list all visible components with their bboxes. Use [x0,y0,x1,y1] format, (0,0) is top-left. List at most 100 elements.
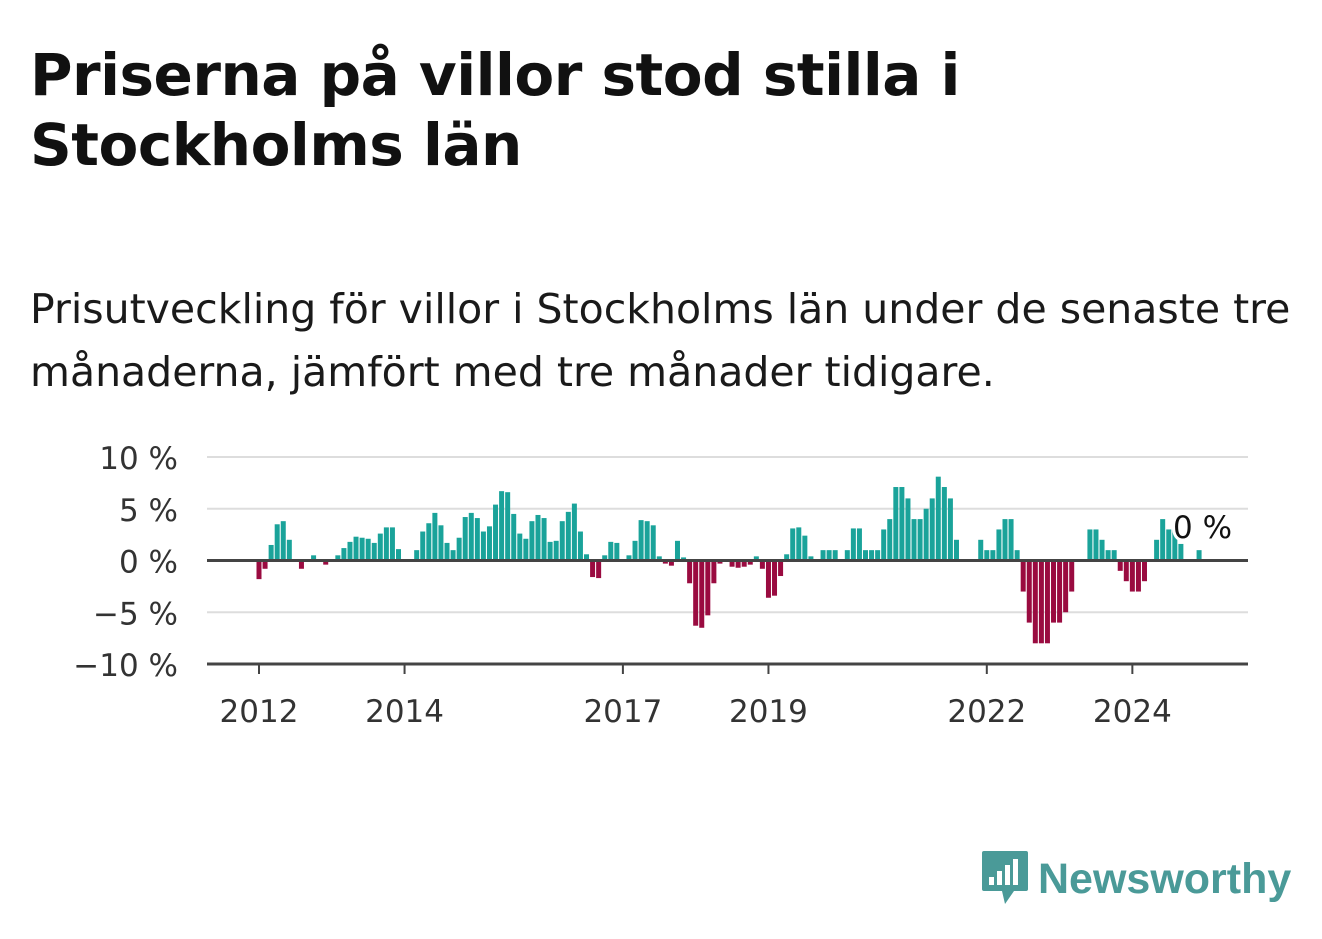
bar [274,524,280,561]
bar [559,521,565,561]
chart-title: Priserna på villor stod stilla i Stockho… [30,41,960,179]
bar [1141,560,1147,582]
bar [1160,519,1166,561]
bar [747,560,753,565]
bar [1032,560,1038,644]
bar [347,541,353,561]
bar [1020,560,1026,592]
bar [662,560,668,564]
bar [1196,550,1202,561]
x-tick-label: 2019 [729,694,808,730]
y-tick-label: 0 % [119,545,178,581]
bar [759,560,765,569]
bar [863,550,868,561]
bar [602,555,608,561]
y-tick-label: 5 % [119,493,178,529]
x-tick-label: 2022 [947,694,1026,730]
bar [941,487,947,561]
bar [753,556,759,561]
bar [438,525,444,561]
bar [856,528,862,561]
bar [893,487,899,561]
bar [668,560,674,566]
bar [341,548,347,561]
bar [887,519,893,561]
bar [674,540,680,561]
bar [414,550,420,561]
bar [693,560,699,626]
bar [1172,529,1178,561]
bar [796,527,802,561]
bar [772,560,778,596]
bar [517,533,523,561]
x-tick-label: 2014 [365,694,444,730]
bar [705,560,711,616]
bar [262,560,268,569]
bar [729,560,735,567]
bar [450,550,456,561]
bar [929,498,935,561]
bar [808,556,814,561]
bar [359,537,365,561]
bar [790,528,796,561]
bar [638,520,644,561]
bar [1117,560,1123,571]
bar [480,531,486,561]
bar [923,508,929,561]
axis-labels: 10 % 5 % 0 % −5 % −10 % 2012 2014 2017 2019 2022 2… [73,441,1235,730]
bar [650,525,656,561]
bar [444,542,450,561]
bar [590,560,596,578]
bar [947,498,953,561]
bar [493,504,499,561]
newsworthy-logo[interactable]: Newsworthy [980,848,1291,910]
bar [511,513,517,561]
bar [1135,560,1141,592]
bar [741,560,747,567]
bar [565,511,571,561]
bar [1069,560,1075,592]
bar [869,550,875,561]
bar [432,512,438,561]
bar [547,541,553,561]
bar [917,519,923,561]
bar [1026,560,1032,623]
bar [911,519,917,561]
bar [614,542,620,561]
bar [420,531,426,561]
bar [899,487,905,561]
bar [875,550,881,561]
bar [881,529,887,561]
bar [687,560,693,584]
bar [626,555,632,561]
axes [207,559,1248,674]
bar [850,528,856,561]
bar [577,531,583,561]
bar [1166,529,1172,561]
bar [844,550,850,561]
bar [596,560,602,579]
y-tick-label: −10 % [73,648,178,684]
bar [608,541,614,561]
bar [468,512,474,561]
bar [1002,519,1008,561]
bar [632,540,638,561]
y-tick-label: 10 % [99,441,178,477]
bar [1111,550,1117,561]
bar [984,550,990,561]
bar [996,529,1002,561]
bar [1129,560,1135,592]
y-tick-label: −5 % [93,596,178,632]
bar [656,556,662,561]
bar [978,539,984,561]
chart-subtitle: Prisutveckling för villor i Stockholms l… [30,285,1291,396]
bar [765,560,771,598]
x-tick-label: 2012 [220,694,299,730]
bar [1051,560,1057,623]
bar [1014,550,1020,561]
bar [990,550,996,561]
bar [377,533,383,561]
bar [256,560,262,580]
bar [462,517,468,561]
bar [353,536,359,561]
